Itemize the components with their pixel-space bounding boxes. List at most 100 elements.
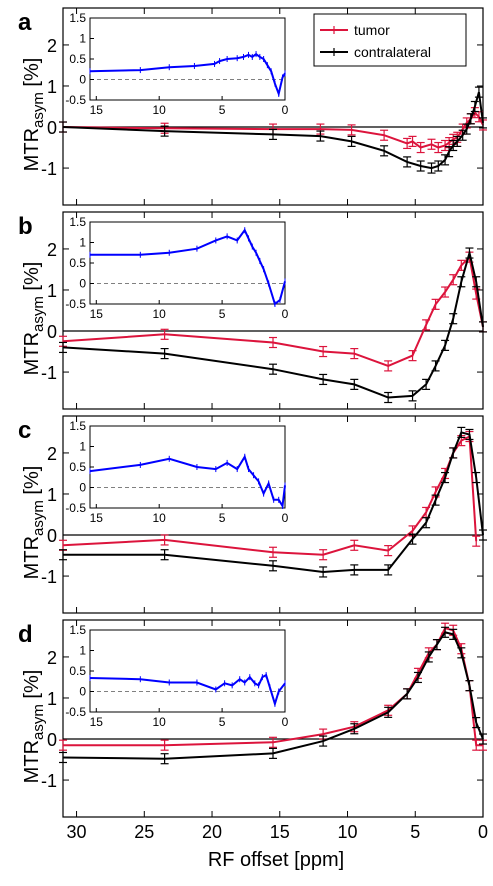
error-bar [408,350,417,362]
error-bar [416,141,425,154]
inset-d: -0.5 0 0.5 1 1.5 15 10 5 0 [65,623,288,729]
error-bar [449,274,458,286]
inset-y-tick-label: 0 [79,685,86,699]
legend-label-contralateral: contralateral [354,44,431,60]
x-tick-label: 30 [67,822,87,842]
error-bar [160,549,169,561]
error-bar [350,347,359,360]
y-tick-label: 2 [47,648,57,668]
error-bar [466,113,475,125]
error-bar [408,390,417,402]
error-bar [431,298,440,310]
panel-c: -1 0 1 2c MTRasym [%] -0.5 0 0.5 1 1.5 15 10 5 0 [18,415,487,614]
y-tick-label: 0 [47,322,57,342]
inset-y-tick-label: -0.5 [65,297,86,311]
inset-x-tick-label: 0 [282,103,289,117]
x-tick-label: 15 [270,822,290,842]
error-bar [350,564,359,576]
error-bar [59,121,67,133]
y-tick-label: 2 [47,36,57,56]
error-bar [441,154,450,166]
error-bar [269,747,277,759]
inset-y-tick-label: 1.5 [69,215,86,229]
error-bar [449,628,458,640]
error-bar [422,378,431,390]
error-bar [472,717,481,729]
inset-y-tick-label: 1 [79,644,86,658]
y-axis-label: MTRasym [%] [21,466,47,580]
error-bar [380,129,389,141]
error-bar [432,639,441,651]
x-tick-label: 0 [478,822,488,842]
error-bar [160,125,169,137]
legend-label-tumor: tumor [354,22,390,38]
inset-x-tick-label: 5 [219,307,226,321]
error-bar [457,276,466,288]
y-tick-label: 1 [47,689,57,709]
panel-d: -1 0 1 2 30 25 20 15 10 5 0 d MTRasym [%] -0.5 0 0.5 1 1.… [18,619,488,842]
error-bar [458,129,467,141]
inset-frame [89,629,286,713]
y-axis-label: MTRasym [%] [21,58,47,172]
error-bar [441,626,450,638]
inset-c: -0.5 0 0.5 1 1.5 15 10 5 0 [65,419,288,525]
error-bar [59,341,67,354]
error-bar [457,426,466,439]
error-bar [319,345,328,358]
error-bar [479,529,487,541]
error-bar [160,753,169,765]
inset-x-tick-label: 15 [90,103,104,117]
error-bar [384,564,393,576]
error-bar [384,545,393,557]
error-bar [319,549,328,561]
inset-x-tick-label: 0 [282,511,289,525]
y-tick-label: 0 [47,118,57,138]
error-bar [160,328,169,340]
inset-x-tick-label: 15 [90,307,104,321]
error-bar [431,360,440,372]
error-bar [350,539,359,551]
y-tick-label: -1 [41,567,57,587]
error-bar [413,671,422,684]
inset-y-tick-label: 0.5 [69,460,86,474]
error-bar [445,146,454,158]
error-bar [427,162,436,174]
error-bar [449,139,458,152]
error-bar [474,86,483,98]
error-bar [269,546,277,558]
x-tick-label: 25 [134,822,154,842]
inset-y-tick-label: 0 [79,481,86,495]
error-bar [160,347,169,360]
error-bar [269,736,277,748]
error-bar [350,378,359,390]
error-bar [479,733,487,745]
inset-y-tick-label: 0.5 [69,52,86,66]
inset-y-tick-label: 1 [79,32,86,46]
error-bar [472,276,481,288]
y-axis-label: MTRasym [%] [21,670,47,784]
panel-label: b [18,213,33,240]
inset-x-tick-label: 0 [282,715,289,729]
inset-y-tick-label: -0.5 [65,705,86,719]
series-line-contralateral [62,91,484,170]
error-bar [403,688,412,700]
panel-label: d [18,621,33,648]
x-tick-label: 5 [410,822,420,842]
inset-a: -0.5 0 0.5 1 1.5 15 10 5 0 [65,11,288,117]
error-bar [465,428,474,441]
inset-series-line [89,673,286,708]
error-bar [347,135,356,147]
inset-y-tick-label: 1 [79,440,86,454]
inset-x-tick-label: 10 [153,715,167,729]
inset-frame [89,221,286,305]
y-axis-label: MTRasym [%] [21,262,47,376]
error-bar [449,447,458,459]
inset-b: -0.5 0 0.5 1 1.5 15 10 5 0 [65,215,288,321]
inset-y-tick-label: 1 [79,236,86,250]
x-axis-label: RF offset [ppm] [208,849,344,871]
error-bar [431,494,440,506]
error-bar [316,130,325,142]
inset-x-tick-label: 5 [219,103,226,117]
error-bar [408,135,417,147]
